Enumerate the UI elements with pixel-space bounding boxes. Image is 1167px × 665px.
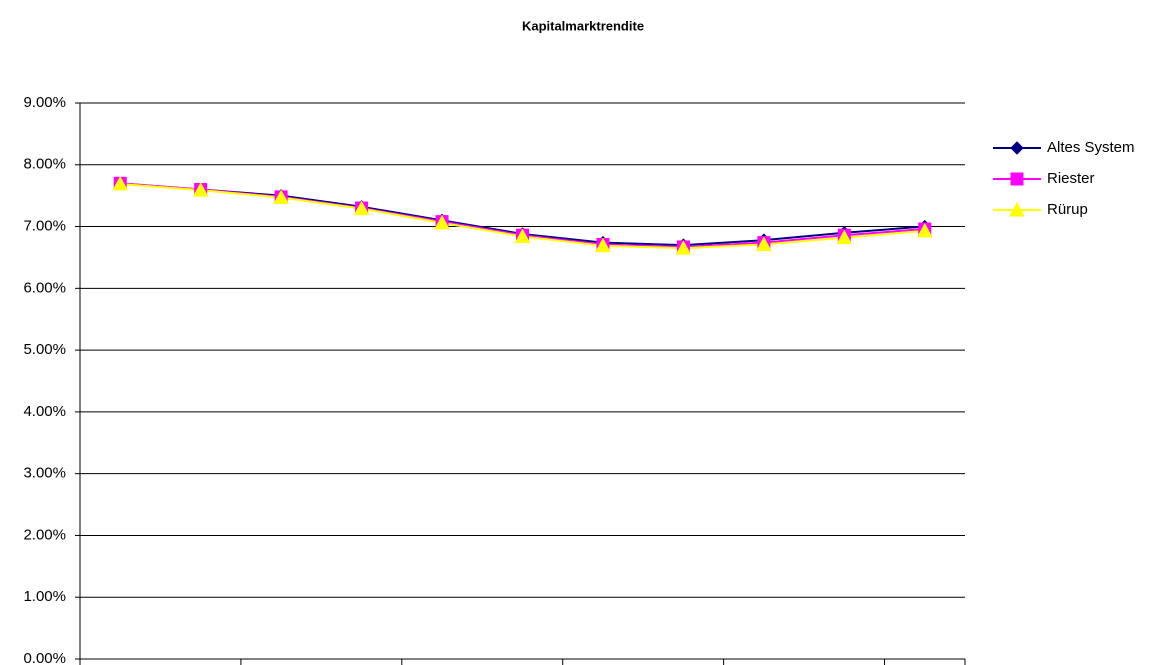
- marker: [514, 228, 531, 243]
- marker: [675, 240, 692, 255]
- y-tick-label: 3.00%: [23, 465, 66, 482]
- y-tick-label: 6.00%: [23, 279, 66, 296]
- y-tick-label: 9.00%: [23, 94, 66, 111]
- legend-marker: [1010, 172, 1024, 186]
- y-tick-label: 7.00%: [23, 218, 66, 235]
- marker: [273, 189, 289, 205]
- marker: [192, 182, 209, 197]
- y-tick-label: 4.00%: [23, 403, 66, 420]
- y-tick-label: 2.00%: [23, 526, 66, 543]
- y-tick-label: 5.00%: [23, 341, 66, 358]
- y-tick-label: 0.00%: [23, 650, 66, 665]
- y-tick-label: 1.00%: [23, 588, 66, 605]
- legend-marker: [1010, 141, 1024, 155]
- legend-marker: [1009, 201, 1025, 217]
- legend-label: Rürup: [1047, 201, 1088, 218]
- marker: [916, 222, 933, 238]
- y-tick-label: 8.00%: [23, 156, 66, 173]
- marker: [434, 214, 450, 230]
- legend-label: Altes System: [1047, 139, 1135, 156]
- chart-title: Kapitalmarktrendite: [522, 18, 644, 33]
- marker: [112, 175, 129, 191]
- marker: [836, 229, 853, 245]
- legend-label: Riester: [1047, 170, 1095, 187]
- marker: [756, 236, 772, 251]
- marker: [595, 237, 611, 253]
- marker: [353, 200, 370, 216]
